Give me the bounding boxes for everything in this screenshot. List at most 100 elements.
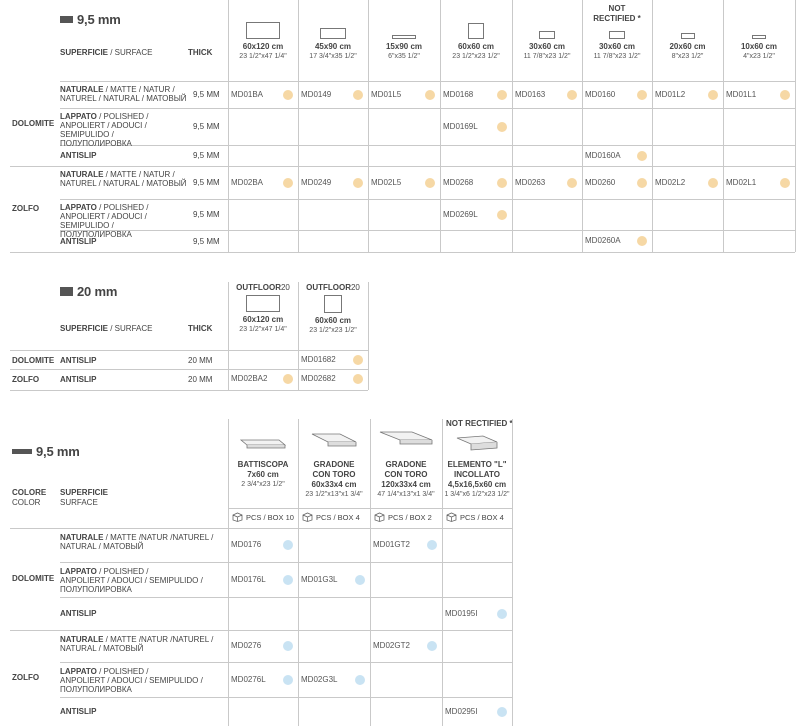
row-divider xyxy=(10,252,795,253)
piece-column-header: ELEMENTO "L" INCOLLATO 4,5x16,5x60 cm 1 3/4… xyxy=(442,460,512,499)
tile-shape-icon xyxy=(246,295,280,312)
row-divider xyxy=(60,697,512,698)
surface-line-1: LAPPATO / POLISHED / xyxy=(60,667,226,676)
size-column-header: 45x90 cm 17 3/4"x35 1/2" xyxy=(298,22,368,61)
product-code[interactable]: MD01L5 xyxy=(371,89,402,99)
box-icon xyxy=(232,512,243,522)
pieces-per-box: PCS / BOX 2 xyxy=(374,512,432,522)
surface-label: LAPPATO / POLISHED / ANPOLIERT / ADOUCI /… xyxy=(60,667,226,694)
product-code[interactable]: MD01L2 xyxy=(655,89,686,99)
availability-dot-icon xyxy=(637,236,647,246)
availability-dot-icon xyxy=(780,89,790,100)
availability-dot-icon xyxy=(355,574,365,585)
surface-name: LAPPATO xyxy=(60,203,97,212)
product-code[interactable]: MD02L5 xyxy=(371,177,402,187)
surface-line-1: ANTISLIP xyxy=(60,237,188,246)
product-code[interactable]: MD01GT2 xyxy=(373,540,410,549)
piece-name-line-2: CON TORO xyxy=(312,470,356,479)
product-code[interactable]: MD0176L xyxy=(231,574,266,584)
availability-dot-icon xyxy=(427,641,437,651)
product-code[interactable]: MD0276 xyxy=(231,641,262,650)
product-code[interactable]: MD0268 xyxy=(443,177,474,187)
availability-dot-icon xyxy=(708,89,718,100)
availability-dot-icon xyxy=(497,706,507,717)
size-inch-label: 17 3/4"x35 1/2" xyxy=(309,53,357,60)
surface-label: LAPPATO / POLISHED / ANPOLIERT / ADOUCI /… xyxy=(60,112,188,148)
size-inch-label: 4"x23 1/2" xyxy=(743,53,775,60)
product-code[interactable]: MD0163 xyxy=(515,89,546,99)
product-code[interactable]: MD01682 xyxy=(301,355,336,364)
availability-dot-icon xyxy=(425,177,435,188)
section-20mm-title: 20 mm xyxy=(60,284,117,299)
surface-header-bold: SUPERFICIE xyxy=(60,48,109,57)
product-code[interactable]: MD02BA2 xyxy=(231,374,268,383)
row-divider xyxy=(228,508,512,509)
size-column-header: OUTFLOOR20 60x120 cm 23 1/2"x47 1/4" xyxy=(228,283,298,334)
surface-name: LAPPATO xyxy=(60,567,97,576)
product-code[interactable]: MD0276L xyxy=(231,674,266,684)
surface-name: NATURALE xyxy=(60,170,104,179)
surface-label: NATURALE / MATTE /NATUR /NATUREL / NATURA… xyxy=(60,635,226,653)
column-divider xyxy=(440,0,441,252)
surface-label: NATURALE / MATTE / NATUR / NATUREL / NATU… xyxy=(60,85,188,103)
surface-header-light: / SURFACE xyxy=(108,324,153,333)
size-column-header: 60x60 cm 23 1/2"x23 1/2" xyxy=(440,22,512,61)
color-group-label: DOLOMITE xyxy=(12,118,55,128)
product-code[interactable]: MD02L2 xyxy=(655,177,686,187)
product-code[interactable]: MD01L1 xyxy=(726,89,757,99)
color-group-label: DOLOMITE xyxy=(12,574,55,583)
availability-dot-icon xyxy=(427,540,437,550)
availability-dot-icon xyxy=(283,89,293,100)
product-code[interactable]: MD0249 xyxy=(301,177,332,187)
product-code[interactable]: MD0295I xyxy=(445,706,478,716)
product-code[interactable]: MD02BA xyxy=(231,177,264,187)
piece-profile-icon xyxy=(442,432,512,459)
brand-suffix: 20 xyxy=(350,283,360,292)
surface-line-1: LAPPATO / POLISHED / xyxy=(60,203,188,212)
product-code[interactable]: MD0269L xyxy=(443,209,478,219)
product-code[interactable]: MD0149 xyxy=(301,89,332,99)
product-code[interactable]: MD02682 xyxy=(301,374,336,383)
surface-header: SUPERFICIE SURFACE xyxy=(60,488,108,508)
product-code[interactable]: MD0169L xyxy=(443,121,478,131)
tile-shape-icon xyxy=(609,31,625,39)
piece-size: 4,5x16,5x60 cm xyxy=(447,480,507,489)
product-code[interactable]: MD0160A xyxy=(585,150,621,160)
size-label: 60x120 cm xyxy=(242,42,284,51)
surface-header: SUPERFICIE / SURFACE xyxy=(60,324,152,333)
surface-label: LAPPATO / POLISHED / ANPOLIERT / ADOUCI /… xyxy=(60,203,188,239)
availability-dot-icon xyxy=(353,177,363,188)
surface-header-light: / SURFACE xyxy=(108,48,153,57)
product-code[interactable]: MD0260 xyxy=(585,177,616,187)
section-9-5mm-title: 9,5 mm xyxy=(60,12,121,27)
tile-shape-icon xyxy=(246,22,280,39)
row-divider xyxy=(60,562,512,563)
product-code[interactable]: MD02L1 xyxy=(726,177,757,187)
product-code[interactable]: MD01BA xyxy=(231,89,264,99)
product-code[interactable]: MD0260A xyxy=(585,236,621,245)
product-code[interactable]: MD0168 xyxy=(443,89,474,99)
brand-suffix: 20 xyxy=(280,283,290,292)
availability-dot-icon xyxy=(497,89,507,100)
color-group-label: ZOLFO xyxy=(12,375,40,384)
product-code[interactable]: MD0263 xyxy=(515,177,546,187)
column-divider xyxy=(442,419,443,726)
product-code[interactable]: MD02G3L xyxy=(301,674,338,684)
row-divider xyxy=(10,390,368,391)
row-divider xyxy=(60,145,795,146)
pieces-per-box-text: PCS / BOX 4 xyxy=(316,512,360,522)
pieces-per-box: PCS / BOX 4 xyxy=(446,512,504,522)
product-code[interactable]: MD0195I xyxy=(445,608,478,618)
availability-dot-icon xyxy=(353,355,363,365)
row-divider xyxy=(60,108,228,109)
product-code[interactable]: MD02GT2 xyxy=(373,641,410,650)
section-title-text: 9,5 mm xyxy=(77,12,121,27)
size-inch-label: 23 1/2"x23 1/2" xyxy=(452,53,500,60)
column-divider xyxy=(368,282,369,390)
product-code[interactable]: MD0160 xyxy=(585,89,616,99)
row-divider xyxy=(60,230,795,231)
surface-line-1: LAPPATO / POLISHED / xyxy=(60,567,226,576)
availability-dot-icon xyxy=(353,89,363,100)
product-code[interactable]: MD01G3L xyxy=(301,574,338,584)
product-code[interactable]: MD0176 xyxy=(231,540,262,549)
